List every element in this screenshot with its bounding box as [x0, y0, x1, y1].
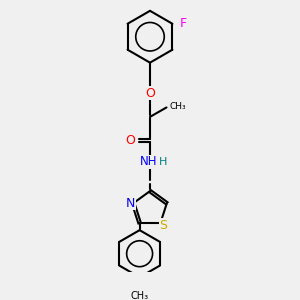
Text: H: H — [159, 157, 167, 166]
Text: CH₃: CH₃ — [169, 102, 186, 111]
Text: NH: NH — [140, 155, 158, 168]
Text: N: N — [126, 197, 135, 210]
Text: CH₃: CH₃ — [130, 291, 149, 300]
Text: F: F — [179, 17, 187, 30]
Text: S: S — [159, 219, 167, 232]
Text: O: O — [125, 134, 135, 147]
Text: O: O — [145, 87, 155, 100]
